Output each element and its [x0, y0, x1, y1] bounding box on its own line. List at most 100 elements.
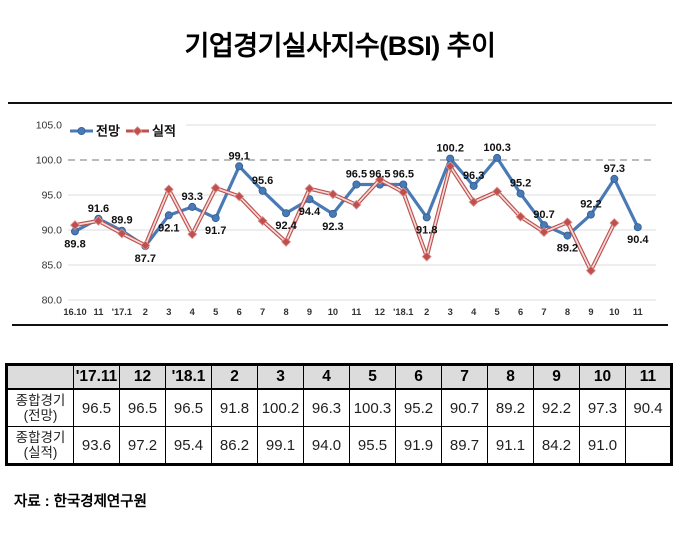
- table-col-header: 11: [625, 364, 672, 390]
- table-value-cell: 94.0: [303, 426, 350, 465]
- x-axis-tick-label: 6: [518, 307, 523, 317]
- x-axis-tick-label: 3: [448, 307, 453, 317]
- forecast-data-label: 99.1: [228, 150, 249, 162]
- table-value-cell: 91.9: [395, 426, 442, 465]
- forecast-marker: [493, 153, 502, 162]
- actual-marker: [70, 220, 80, 231]
- x-axis-tick-label: 11: [633, 307, 643, 317]
- forecast-data-label: 91.6: [88, 203, 109, 215]
- row-label-line: 종합경기: [15, 392, 66, 408]
- actual-marker: [374, 174, 385, 185]
- forecast-data-label: 93.3: [182, 191, 203, 203]
- row-label-line: 종합경기: [15, 429, 66, 445]
- actual-marker: [562, 217, 573, 228]
- forecast-marker: [610, 174, 619, 183]
- forecast-data-label: 96.5: [369, 169, 390, 181]
- actual-marker: [421, 251, 432, 262]
- forecast-marker: [446, 154, 455, 163]
- table-value-cell: 93.6: [73, 426, 120, 465]
- x-axis-tick-label: 7: [260, 307, 265, 317]
- forecast-data-label: 92.3: [322, 221, 343, 233]
- forecast-data-label: 92.2: [580, 199, 601, 211]
- row-label: 종합경기 (전망): [6, 388, 74, 427]
- x-axis-tick-label: 3: [166, 307, 171, 317]
- x-axis-tick-label: 5: [213, 307, 218, 317]
- forecast-data-label: 90.7: [533, 209, 554, 221]
- actual-marker: [585, 265, 596, 276]
- page-title: 기업경기실사지수(BSI) 추이: [184, 31, 496, 61]
- y-axis-tick-label: 100.0: [36, 155, 62, 167]
- actual-marker: [492, 186, 503, 197]
- forecast-marker: [469, 181, 478, 190]
- legend-actual-label: 실적: [152, 124, 176, 139]
- forecast-data-label: 90.4: [627, 234, 649, 246]
- forecast-data-label: 100.3: [483, 142, 511, 154]
- x-axis-tick-label: 9: [588, 307, 593, 317]
- actual-marker: [257, 215, 268, 226]
- forecast-data-label: 96.5: [393, 169, 414, 181]
- forecast-marker: [516, 189, 525, 198]
- actual-marker: [539, 227, 549, 238]
- actual-marker: [140, 240, 151, 251]
- x-axis-tick-label: '18.1: [393, 307, 413, 317]
- legend-forecast-label: 전망: [96, 124, 120, 139]
- actual-row: 종합경기 (실적) 93.6 97.2 95.4 86.2 99.1 94.0 95.5 91.9…: [6, 426, 672, 465]
- actual-marker: [93, 215, 104, 226]
- bsi-line-chart: 80.0 85.0 90.0 95.0 100.0 105.0 16.10 11 '17.1 2 3…: [8, 102, 672, 326]
- actual-marker: [281, 236, 292, 247]
- table-col-header: '17.11: [73, 364, 120, 390]
- x-axis-tick-label: 4: [471, 307, 477, 317]
- forecast-data-label: 87.7: [135, 253, 156, 265]
- forecast-marker: [188, 202, 197, 211]
- actual-marker: [351, 199, 362, 210]
- actual-marker: [327, 189, 338, 200]
- forecast-marker: [282, 209, 291, 218]
- table-value-cell: 89.7: [441, 426, 488, 465]
- legend-forecast-marker: [77, 126, 86, 135]
- forecast-marker: [235, 162, 244, 171]
- table-col-header: 6: [395, 364, 442, 390]
- forecast-data-label: 95.6: [252, 175, 273, 187]
- forecast-data-label: 96.3: [463, 170, 484, 182]
- table-value-cell: 95.2: [395, 388, 442, 427]
- forecast-row: 종합경기 (전망) 96.5 96.5 96.5 91.8 100.2 96.3 100.3 95…: [6, 388, 672, 427]
- actual-marker: [187, 229, 198, 240]
- y-axis-tick-label: 95.0: [42, 190, 63, 202]
- forecast-data-label: 89.2: [557, 243, 578, 255]
- table-header-row: '17.11 12'18.1 2 3 4 5 6 7 8 9 10 11: [6, 364, 672, 390]
- forecast-data-label: 91.7: [205, 225, 226, 237]
- x-axis-tick-label: 11: [351, 307, 361, 317]
- table-value-cell: 96.5: [73, 388, 120, 427]
- x-axis-tick-label: 16.10: [63, 307, 86, 317]
- x-axis-tick-label: 5: [495, 307, 500, 317]
- y-axis-tick-label: 85.0: [42, 260, 63, 272]
- table-value-cell: 96.5: [119, 388, 166, 427]
- table-value-cell: 100.3: [349, 388, 396, 427]
- forecast-data-label: 96.5: [346, 169, 367, 181]
- forecast-marker: [422, 213, 431, 222]
- table-header-row: '17.11 12'18.1 2 3 4 5 6 7 8 9 10 11: [6, 364, 672, 390]
- table-value-cell: 96.5: [165, 388, 212, 427]
- x-axis-tick-label: 11: [94, 307, 104, 317]
- table-value-cell: 92.2: [533, 388, 580, 427]
- table-col-header: 4: [303, 364, 350, 390]
- bsi-data-table: '17.11 12'18.1 2 3 4 5 6 7 8 9 10 11 종합경기 (전망) 96.5 96…: [5, 363, 673, 466]
- x-axis-tick-label: 6: [237, 307, 242, 317]
- x-axis-tick-label: 8: [565, 307, 570, 317]
- forecast-data-label: 92.4: [275, 220, 297, 232]
- table-value-cell: 97.3: [579, 388, 626, 427]
- table-value-cell: [625, 426, 672, 465]
- x-axis-tick-label: 10: [609, 307, 619, 317]
- table-col-header: 10: [579, 364, 626, 390]
- actual-marker: [163, 184, 174, 195]
- forecast-marker: [563, 231, 572, 240]
- table-col-header: 5: [349, 364, 396, 390]
- forecast-data-label: 92.1: [158, 222, 179, 234]
- x-axis-tick-label: 8: [283, 307, 288, 317]
- actual-marker: [468, 197, 479, 207]
- x-axis-tick-label: 2: [424, 307, 429, 317]
- forecast-marker: [258, 186, 267, 195]
- forecast-data-label: 100.2: [436, 143, 464, 155]
- x-axis-tick-label: 7: [541, 307, 546, 317]
- forecast-marker: [328, 209, 337, 218]
